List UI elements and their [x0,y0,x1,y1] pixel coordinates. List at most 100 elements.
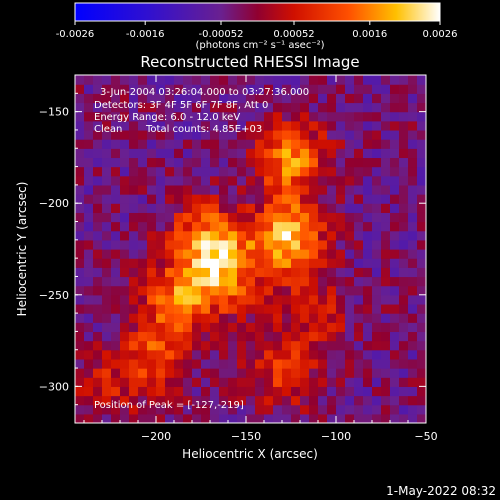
image-pixel [408,377,418,387]
image-pixel [93,276,103,287]
image-pixel [399,368,409,378]
image-pixel [102,386,112,397]
image-pixel [165,129,175,140]
image-pixel [336,230,346,241]
image-pixel [408,331,418,342]
image-pixel [174,157,184,168]
image-pixel [363,303,373,314]
image-pixel [228,111,238,122]
image-pixel [246,267,256,278]
image-pixel [138,157,148,168]
image-pixel [408,129,418,140]
image-pixel [174,303,184,314]
image-pixel [255,368,265,378]
image-pixel [390,313,400,323]
image-pixel [336,285,346,296]
image-pixel [408,166,418,177]
image-pixel [147,93,157,104]
image-pixel [381,303,391,314]
image-pixel [336,258,346,268]
image-pixel [246,377,256,387]
image-pixel [345,267,355,278]
image-pixel [390,395,400,406]
image-pixel [165,285,175,296]
image-pixel [282,239,292,250]
image-pixel [309,413,319,423]
image-pixel [201,395,211,406]
image-pixel [147,349,157,360]
image-pixel [102,285,112,296]
image-pixel [75,221,85,232]
image-pixel [219,358,229,369]
image-pixel [102,340,112,351]
image-pixel [282,102,292,113]
image-pixel [93,313,103,323]
image-pixel [372,258,382,268]
image-pixel [345,102,355,113]
image-pixel [228,413,238,423]
image-pixel [390,276,400,287]
image-pixel [84,331,94,342]
colorbar [74,2,441,22]
image-pixel [120,258,130,268]
image-pixel [84,84,94,94]
image-pixel [300,276,310,287]
image-pixel [156,75,166,85]
image-pixel [147,267,157,278]
image-pixel [129,340,139,351]
image-pixel [408,239,418,250]
image-pixel [390,84,400,94]
image-pixel [183,221,193,232]
image-pixel [273,313,283,323]
image-pixel [165,404,175,415]
image-pixel [372,157,382,168]
image-pixel [408,349,418,360]
image-pixel [201,294,211,305]
image-pixel [129,404,139,415]
image-pixel [219,322,229,333]
image-pixel [156,194,166,204]
image-pixel [138,404,148,415]
image-pixel [111,285,121,296]
image-pixel [318,267,328,278]
image-pixel [84,120,94,131]
image-pixel [174,84,184,94]
image-pixel [300,331,310,342]
image-pixel [228,313,238,323]
image-pixel [165,386,175,397]
image-pixel [129,184,139,195]
image-pixel [102,102,112,113]
image-pixel [156,102,166,113]
image-pixel [183,349,193,360]
image-pixel [390,239,400,250]
image-pixel [300,340,310,351]
image-pixel [228,349,238,360]
image-pixel [318,340,328,351]
image-pixel [345,303,355,314]
image-pixel [138,221,148,232]
image-pixel [111,340,121,351]
image-pixel [309,230,319,241]
image-pixel [174,221,184,232]
image-pixel [390,230,400,241]
image-pixel [327,175,337,186]
image-pixel [201,194,211,204]
image-pixel [300,139,310,149]
image-pixel [273,285,283,296]
image-pixel [111,413,121,423]
image-pixel [192,276,202,287]
image-pixel [399,175,409,186]
image-pixel [327,230,337,241]
image-pixel [291,84,301,94]
image-pixel [219,313,229,323]
image-pixel [102,230,112,241]
image-pixel [174,249,184,259]
image-pixel [183,358,193,369]
image-pixel [327,221,337,232]
image-pixel [264,102,274,113]
image-pixel [75,230,85,241]
image-pixel [183,258,193,268]
image-pixel [93,184,103,195]
image-pixel [129,276,139,287]
